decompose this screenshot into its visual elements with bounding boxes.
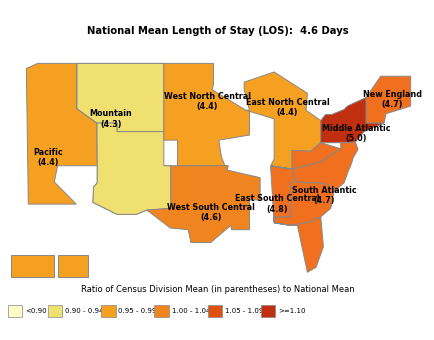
Polygon shape — [26, 64, 97, 204]
Bar — [101, 305, 115, 317]
Text: Ratio of Census Division Mean (in parentheses) to National Mean: Ratio of Census Division Mean (in parent… — [80, 285, 354, 294]
Polygon shape — [93, 123, 171, 214]
Text: 1.00 - 1.04: 1.00 - 1.04 — [171, 308, 210, 314]
Polygon shape — [320, 98, 383, 143]
Polygon shape — [77, 64, 171, 214]
Text: 0.90 - 0.94: 0.90 - 0.94 — [65, 308, 103, 314]
Polygon shape — [270, 166, 295, 223]
Bar — [8, 305, 22, 317]
Text: South Atlantic
(4.7): South Atlantic (4.7) — [291, 186, 355, 205]
Polygon shape — [365, 76, 410, 123]
Text: West North Central
(4.4): West North Central (4.4) — [164, 92, 250, 112]
Text: >=1.10: >=1.10 — [277, 308, 305, 314]
Text: 0.95 - 0.99: 0.95 - 0.99 — [118, 308, 156, 314]
Polygon shape — [164, 64, 249, 170]
Bar — [260, 305, 275, 317]
Polygon shape — [273, 217, 322, 272]
Polygon shape — [270, 143, 340, 169]
Text: East South Central
(4.8): East South Central (4.8) — [235, 194, 319, 214]
Bar — [48, 305, 62, 317]
Text: <0.90: <0.90 — [25, 308, 46, 314]
Text: Pacific
(4.4): Pacific (4.4) — [33, 148, 62, 167]
Polygon shape — [147, 166, 260, 242]
Text: 1.05 - 1.09: 1.05 - 1.09 — [224, 308, 263, 314]
Polygon shape — [292, 142, 357, 191]
Polygon shape — [77, 64, 164, 132]
Polygon shape — [58, 255, 87, 276]
Text: New England
(4.7): New England (4.7) — [362, 89, 421, 109]
Text: Mountain
(4.3): Mountain (4.3) — [89, 109, 132, 129]
Text: East North Central
(4.4): East North Central (4.4) — [245, 98, 329, 117]
Bar — [154, 305, 168, 317]
Text: National Mean Length of Stay (LOS):  4.6 Days: National Mean Length of Stay (LOS): 4.6 … — [86, 26, 348, 36]
Text: Middle Atlantic
(5.0): Middle Atlantic (5.0) — [321, 124, 389, 143]
Polygon shape — [243, 72, 320, 169]
Bar — [207, 305, 222, 317]
Polygon shape — [273, 169, 333, 225]
Polygon shape — [11, 255, 54, 276]
Text: West South Central
(4.6): West South Central (4.6) — [167, 203, 254, 222]
